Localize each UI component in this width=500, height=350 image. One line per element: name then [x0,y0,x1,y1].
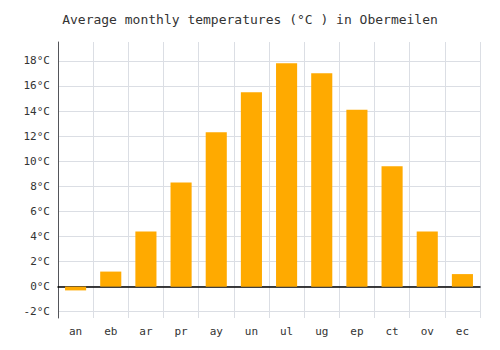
svg-text:ep: ep [350,325,363,338]
svg-text:un: un [245,325,258,338]
svg-text:16°C: 16°C [24,79,51,92]
svg-text:ec: ec [456,325,469,338]
svg-text:12°C: 12°C [24,130,51,143]
svg-text:ul: ul [280,325,293,338]
svg-text:ct: ct [385,325,398,338]
svg-text:eb: eb [104,325,117,338]
svg-text:-2°C: -2°C [24,305,51,318]
svg-text:6°C: 6°C [30,205,50,218]
svg-text:ar: ar [139,325,153,338]
svg-text:ov: ov [421,325,435,338]
svg-text:14°C: 14°C [24,105,51,118]
svg-text:2°C: 2°C [30,255,50,268]
svg-text:pr: pr [174,325,188,338]
svg-text:8°C: 8°C [30,180,50,193]
svg-text:4°C: 4°C [30,230,50,243]
svg-text:Average monthly temperatures (: Average monthly temperatures (°C ) in Ob… [62,12,438,27]
svg-text:ug: ug [315,325,328,338]
svg-text:ay: ay [210,325,224,338]
svg-text:10°C: 10°C [24,155,51,168]
svg-text:18°C: 18°C [24,54,51,67]
svg-text:0°C: 0°C [30,280,50,293]
svg-text:an: an [69,325,82,338]
